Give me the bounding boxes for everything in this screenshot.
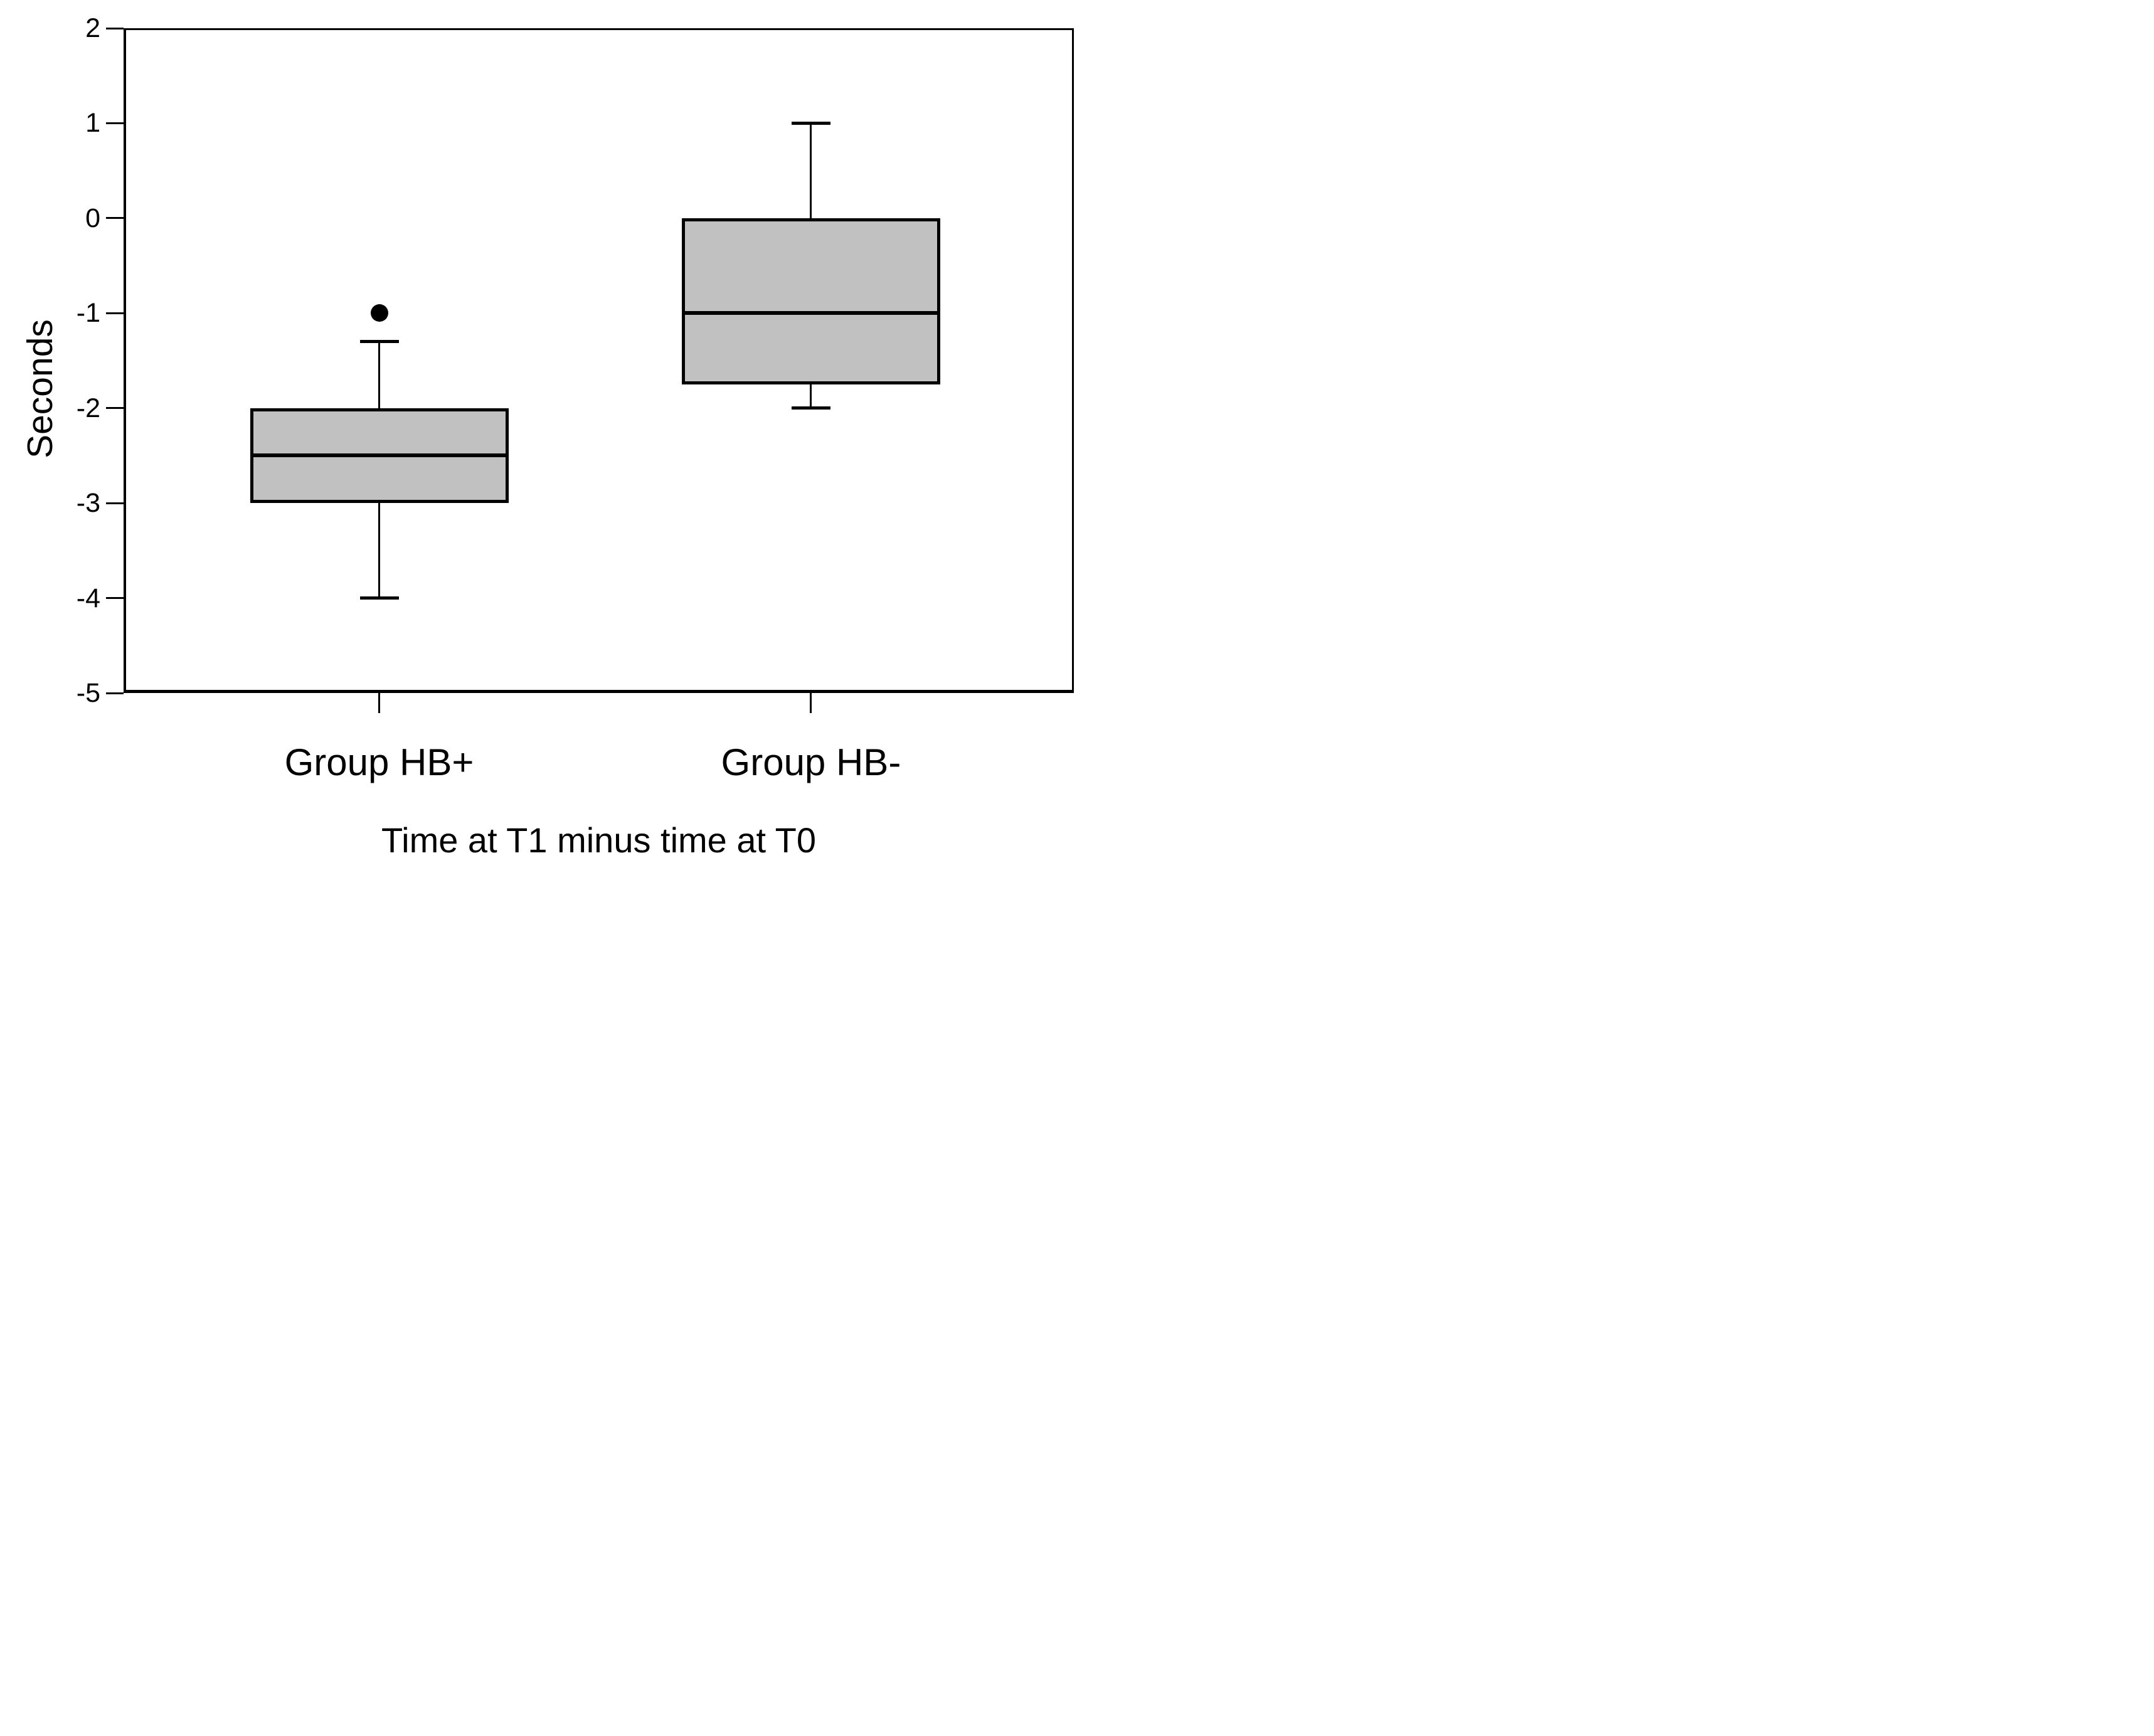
x-category-label: Group HB+	[284, 741, 474, 783]
y-axis-tick	[106, 692, 124, 694]
x-axis-title: Time at T1 minus time at T0	[381, 820, 816, 860]
lower-whisker-line	[810, 384, 812, 408]
y-tick-label: 2	[85, 13, 100, 43]
upper-whisker-line	[378, 341, 381, 408]
lower-whisker-cap	[359, 596, 399, 600]
iqr-box	[681, 218, 940, 384]
upper-whisker-line	[810, 123, 812, 218]
y-tick-label: -4	[76, 583, 100, 613]
y-axis-title: Seconds	[20, 319, 60, 458]
lower-whisker-cap	[791, 406, 830, 410]
median-line	[681, 311, 940, 315]
y-axis-tick	[106, 597, 124, 600]
y-tick-label: -5	[76, 678, 100, 708]
y-tick-label: -2	[76, 393, 100, 423]
y-tick-label: 0	[85, 203, 100, 233]
y-tick-label: -1	[76, 298, 100, 329]
outlier-point	[370, 304, 388, 322]
x-axis-tick	[810, 693, 812, 713]
y-tick-label: -3	[76, 488, 100, 519]
upper-whisker-cap	[359, 340, 399, 344]
boxplot-figure: 2 1 0 -1 -2 -3 -4 -5 Group HB+ Group HB- Seconds …	[0, 0, 1077, 868]
median-line	[250, 453, 509, 458]
y-axis-tick	[106, 407, 124, 410]
x-axis-tick	[378, 693, 381, 713]
x-category-label: Group HB-	[721, 741, 901, 783]
y-axis-tick	[106, 27, 124, 29]
y-axis-tick	[106, 122, 124, 124]
upper-whisker-cap	[791, 121, 830, 125]
y-axis-tick	[106, 502, 124, 504]
y-tick-label: 1	[85, 108, 100, 139]
y-axis-tick	[106, 217, 124, 220]
y-axis-tick	[106, 312, 124, 314]
lower-whisker-line	[378, 503, 381, 598]
